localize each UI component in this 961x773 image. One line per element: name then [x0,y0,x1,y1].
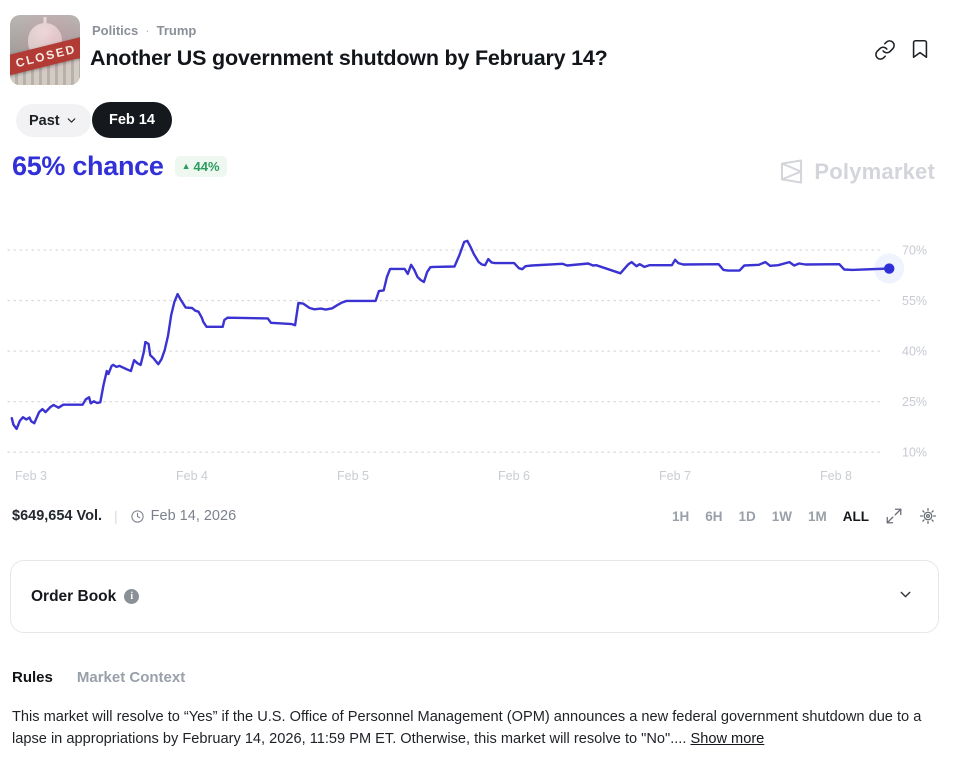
breadcrumb-separator: · [145,23,150,38]
info-icon[interactable]: i [124,589,140,604]
volume-value: $649,654 Vol. [12,508,103,524]
range-button-1w[interactable]: 1W [771,508,792,524]
range-button-1m[interactable]: 1M [807,508,827,524]
y-tick-label: 40% [902,345,927,359]
range-button-1h[interactable]: 1H [671,508,690,524]
order-book-header: Order Book i [31,587,140,606]
breadcrumb-category[interactable]: Politics [92,23,139,38]
chevron-down-icon [67,118,75,123]
bookmark-icon[interactable] [909,38,931,60]
order-book-chevron-icon[interactable] [897,586,914,608]
probability-chart[interactable]: 70% 55% 40% 25% 10% [0,228,961,478]
range-button-1d[interactable]: 1D [738,508,756,524]
past-dropdown[interactable]: Past [16,104,91,137]
past-dropdown-label: Past [29,112,60,129]
end-date: Feb 14, 2026 [130,508,236,524]
x-tick-label: Feb 8 [820,469,852,483]
endpoint-dot [884,263,895,274]
x-tick-label: Feb 7 [659,469,691,483]
chance-value: 65% chance [12,151,164,181]
show-more-link[interactable]: Show more [690,730,765,747]
capitol-spire [43,17,47,27]
chart-controls: 1H 6H 1D 1W 1M ALL [672,507,937,525]
change-badge: ▲ 44% [174,156,227,177]
x-tick-label: Feb 6 [498,469,530,483]
chart-x-axis: Feb 3 Feb 4 Feb 5 Feb 6 Feb 7 Feb 8 [0,469,961,485]
range-button-all[interactable]: ALL [842,508,869,524]
x-tick-label: Feb 4 [176,469,208,483]
y-tick-label: 25% [902,395,927,409]
breadcrumb: Politics · Trump [92,23,196,38]
detail-tabs: Rules Market Context [12,669,185,686]
x-tick-label: Feb 3 [15,469,47,483]
expand-chart-icon[interactable] [885,507,903,525]
rules-text: This market will resolve to “Yes” if the… [12,709,922,747]
market-thumbnail: CLOSED [10,15,80,85]
rules-paragraph: This market will resolve to “Yes” if the… [12,707,938,750]
copy-link-icon[interactable] [874,39,896,61]
breadcrumb-tag[interactable]: Trump [156,23,197,38]
y-tick-label: 55% [902,294,927,308]
end-date-value: Feb 14, 2026 [150,508,237,524]
range-button-6h[interactable]: 6H [705,508,723,524]
arrow-up-icon: ▲ [181,161,191,171]
page-title: Another US government shutdown by Februa… [90,46,608,70]
order-book-title: Order Book [31,587,117,605]
change-value: 44% [193,159,220,174]
footer-divider: | [114,508,118,524]
polymarket-logo-icon [781,159,803,184]
outcome-pill-label: Feb 14 [109,112,155,128]
outcome-pill-feb14[interactable]: Feb 14 [92,102,172,138]
chart-settings-gear-icon[interactable] [919,507,937,525]
y-tick-label: 10% [902,446,927,460]
chart-footer: $649,654 Vol. | Feb 14, 2026 1H 6H 1D 1W 1M A… [12,507,937,525]
volume-group: $649,654 Vol. | Feb 14, 2026 [12,508,236,524]
price-line [10,239,891,431]
order-book-panel[interactable]: Order Book i [10,560,939,633]
tab-rules[interactable]: Rules [12,669,53,686]
x-tick-label: Feb 5 [337,469,369,483]
polymarket-wordmark: Polymarket [814,158,935,184]
clock-icon [131,509,144,523]
y-tick-label: 70% [902,244,927,258]
price-row: 65% chance ▲ 44% [12,151,227,182]
range-selector: 1H 6H 1D 1W 1M ALL [672,509,869,524]
tab-market-context[interactable]: Market Context [76,669,186,686]
polymarket-watermark: Polymarket [778,158,935,185]
